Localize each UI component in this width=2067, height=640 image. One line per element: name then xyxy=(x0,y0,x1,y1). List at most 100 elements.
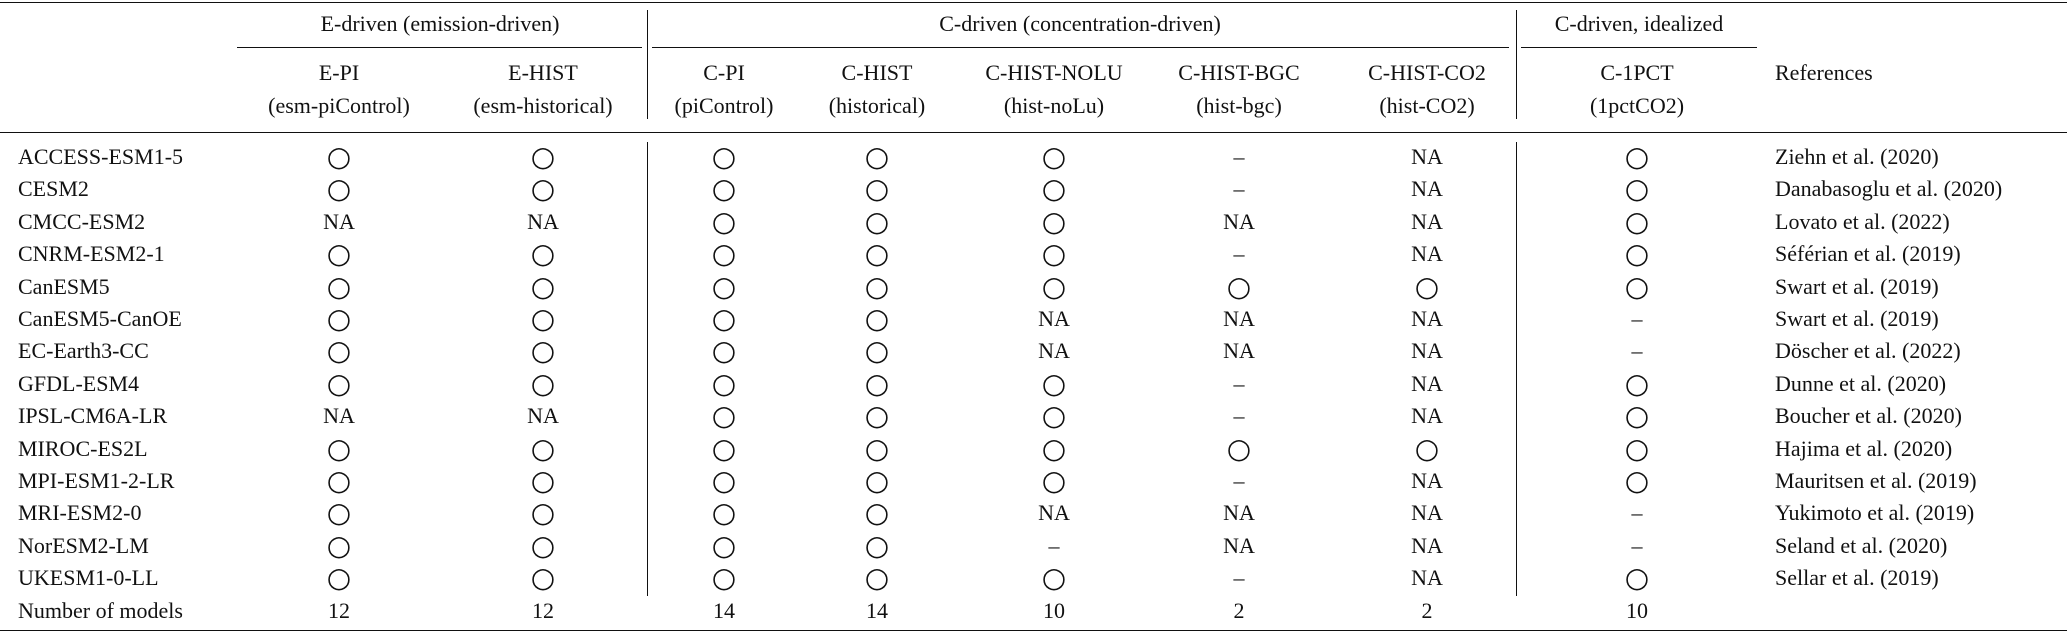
model-name: IPSL-CM6A-LR xyxy=(18,403,168,429)
cell: ○ xyxy=(711,561,737,595)
footer-count: 12 xyxy=(328,597,350,623)
cell: NA xyxy=(1411,208,1443,234)
cell: NA xyxy=(323,403,355,429)
cell: ○ xyxy=(711,172,737,206)
cell: ○ xyxy=(711,496,737,530)
top-rule xyxy=(0,2,2067,3)
cell: ○ xyxy=(1624,399,1650,433)
cell: ○ xyxy=(530,269,556,303)
cell: ○ xyxy=(326,334,352,368)
group-rule xyxy=(237,47,642,48)
cell: ○ xyxy=(864,528,890,562)
cell: – xyxy=(1233,468,1245,493)
cell: ○ xyxy=(530,561,556,595)
cell: ○ xyxy=(1624,237,1650,271)
cell: ○ xyxy=(1041,431,1067,465)
model-name: MPI-ESM1-2-LR xyxy=(18,468,175,493)
model-name: ACCESS-ESM1-5 xyxy=(18,144,184,169)
cell: ○ xyxy=(326,140,352,173)
group-rule xyxy=(1521,47,1757,48)
cell: – xyxy=(1631,500,1643,526)
cell: ○ xyxy=(326,496,352,530)
reference: Boucher et al. (2020) xyxy=(1775,403,1962,429)
column-subheader: (piControl) xyxy=(674,93,774,118)
cell: NA xyxy=(1411,306,1443,331)
cell: ○ xyxy=(864,464,890,497)
model-name: MRI-ESM2-0 xyxy=(18,500,142,526)
cell: ○ xyxy=(1226,269,1252,303)
cell: ○ xyxy=(530,334,556,368)
cell: ○ xyxy=(864,561,890,595)
model-name: CMCC-ESM2 xyxy=(18,208,146,234)
cell: NA xyxy=(1411,176,1443,202)
cell: ○ xyxy=(864,172,890,206)
footer-count: 14 xyxy=(713,597,735,623)
header-rule xyxy=(0,132,2067,133)
cell: ○ xyxy=(711,366,737,400)
cell: NA xyxy=(1411,532,1443,558)
cell: ○ xyxy=(1624,204,1650,238)
cell: ○ xyxy=(326,431,352,465)
cell: ○ xyxy=(711,431,737,465)
reference: Mauritsen et al. (2019) xyxy=(1775,468,1977,493)
cell: ○ xyxy=(530,302,556,335)
model-name: CanESM5 xyxy=(18,273,110,299)
cell: – xyxy=(1631,338,1643,364)
cell: NA xyxy=(1038,338,1070,364)
cell: – xyxy=(1048,532,1060,558)
group-rule xyxy=(652,47,1509,48)
cell: ○ xyxy=(1624,172,1650,206)
cell: NA xyxy=(1223,500,1255,526)
cell: NA xyxy=(527,208,559,234)
cell: NA xyxy=(323,208,355,234)
column-subheader: (esm-piControl) xyxy=(268,93,410,118)
column-subheader: (esm-historical) xyxy=(473,93,613,118)
cell: ○ xyxy=(864,399,890,433)
reference: Hajima et al. (2020) xyxy=(1775,435,1953,461)
cell: ○ xyxy=(530,528,556,562)
cell: NA xyxy=(1223,338,1255,364)
cell: ○ xyxy=(530,431,556,465)
cell: ○ xyxy=(326,172,352,206)
cell: NA xyxy=(1411,403,1443,429)
column-header: References xyxy=(1775,60,1873,85)
column-header: E-PI xyxy=(318,60,360,85)
reference: Döscher et al. (2022) xyxy=(1775,338,1961,364)
cell: NA xyxy=(1411,500,1443,526)
group-separator xyxy=(647,10,648,119)
cell: ○ xyxy=(1624,366,1650,400)
reference: Yukimoto et al. (2019) xyxy=(1775,500,1975,526)
model-name: CanESM5-CanOE xyxy=(18,306,182,331)
column-subheader: (1pctCO2) xyxy=(1589,93,1685,118)
cell: ○ xyxy=(1414,431,1440,465)
cell: ○ xyxy=(1041,464,1067,497)
column-subheader: (historical) xyxy=(828,93,926,118)
model-name: NorESM2-LM xyxy=(18,532,149,558)
group-separator xyxy=(1516,142,1517,596)
group-header: C-driven (concentration-driven) xyxy=(939,11,1221,36)
cell: NA xyxy=(1411,241,1443,267)
reference: Dunne et al. (2020) xyxy=(1775,370,1947,396)
reference: Danabasoglu et al. (2020) xyxy=(1775,176,2003,202)
cell: ○ xyxy=(711,204,737,238)
cell: ○ xyxy=(326,302,352,335)
model-name: GFDL-ESM4 xyxy=(18,370,140,396)
cell: NA xyxy=(1038,500,1070,526)
cell: ○ xyxy=(326,464,352,497)
cell: – xyxy=(1233,241,1245,267)
column-header: E-HIST xyxy=(508,60,578,85)
cell: ○ xyxy=(864,431,890,465)
cell: – xyxy=(1233,176,1245,202)
cell: NA xyxy=(527,403,559,429)
cell: ○ xyxy=(1041,561,1067,595)
cell: ○ xyxy=(1041,140,1067,173)
footer-count: 10 xyxy=(1626,597,1648,623)
cell: ○ xyxy=(1041,204,1067,238)
cell: NA xyxy=(1038,306,1070,331)
cell: – xyxy=(1233,565,1245,591)
footer-count: 2 xyxy=(1233,597,1245,623)
cell: – xyxy=(1233,403,1245,429)
cell: ○ xyxy=(1041,172,1067,206)
footer-count: 14 xyxy=(866,597,888,623)
